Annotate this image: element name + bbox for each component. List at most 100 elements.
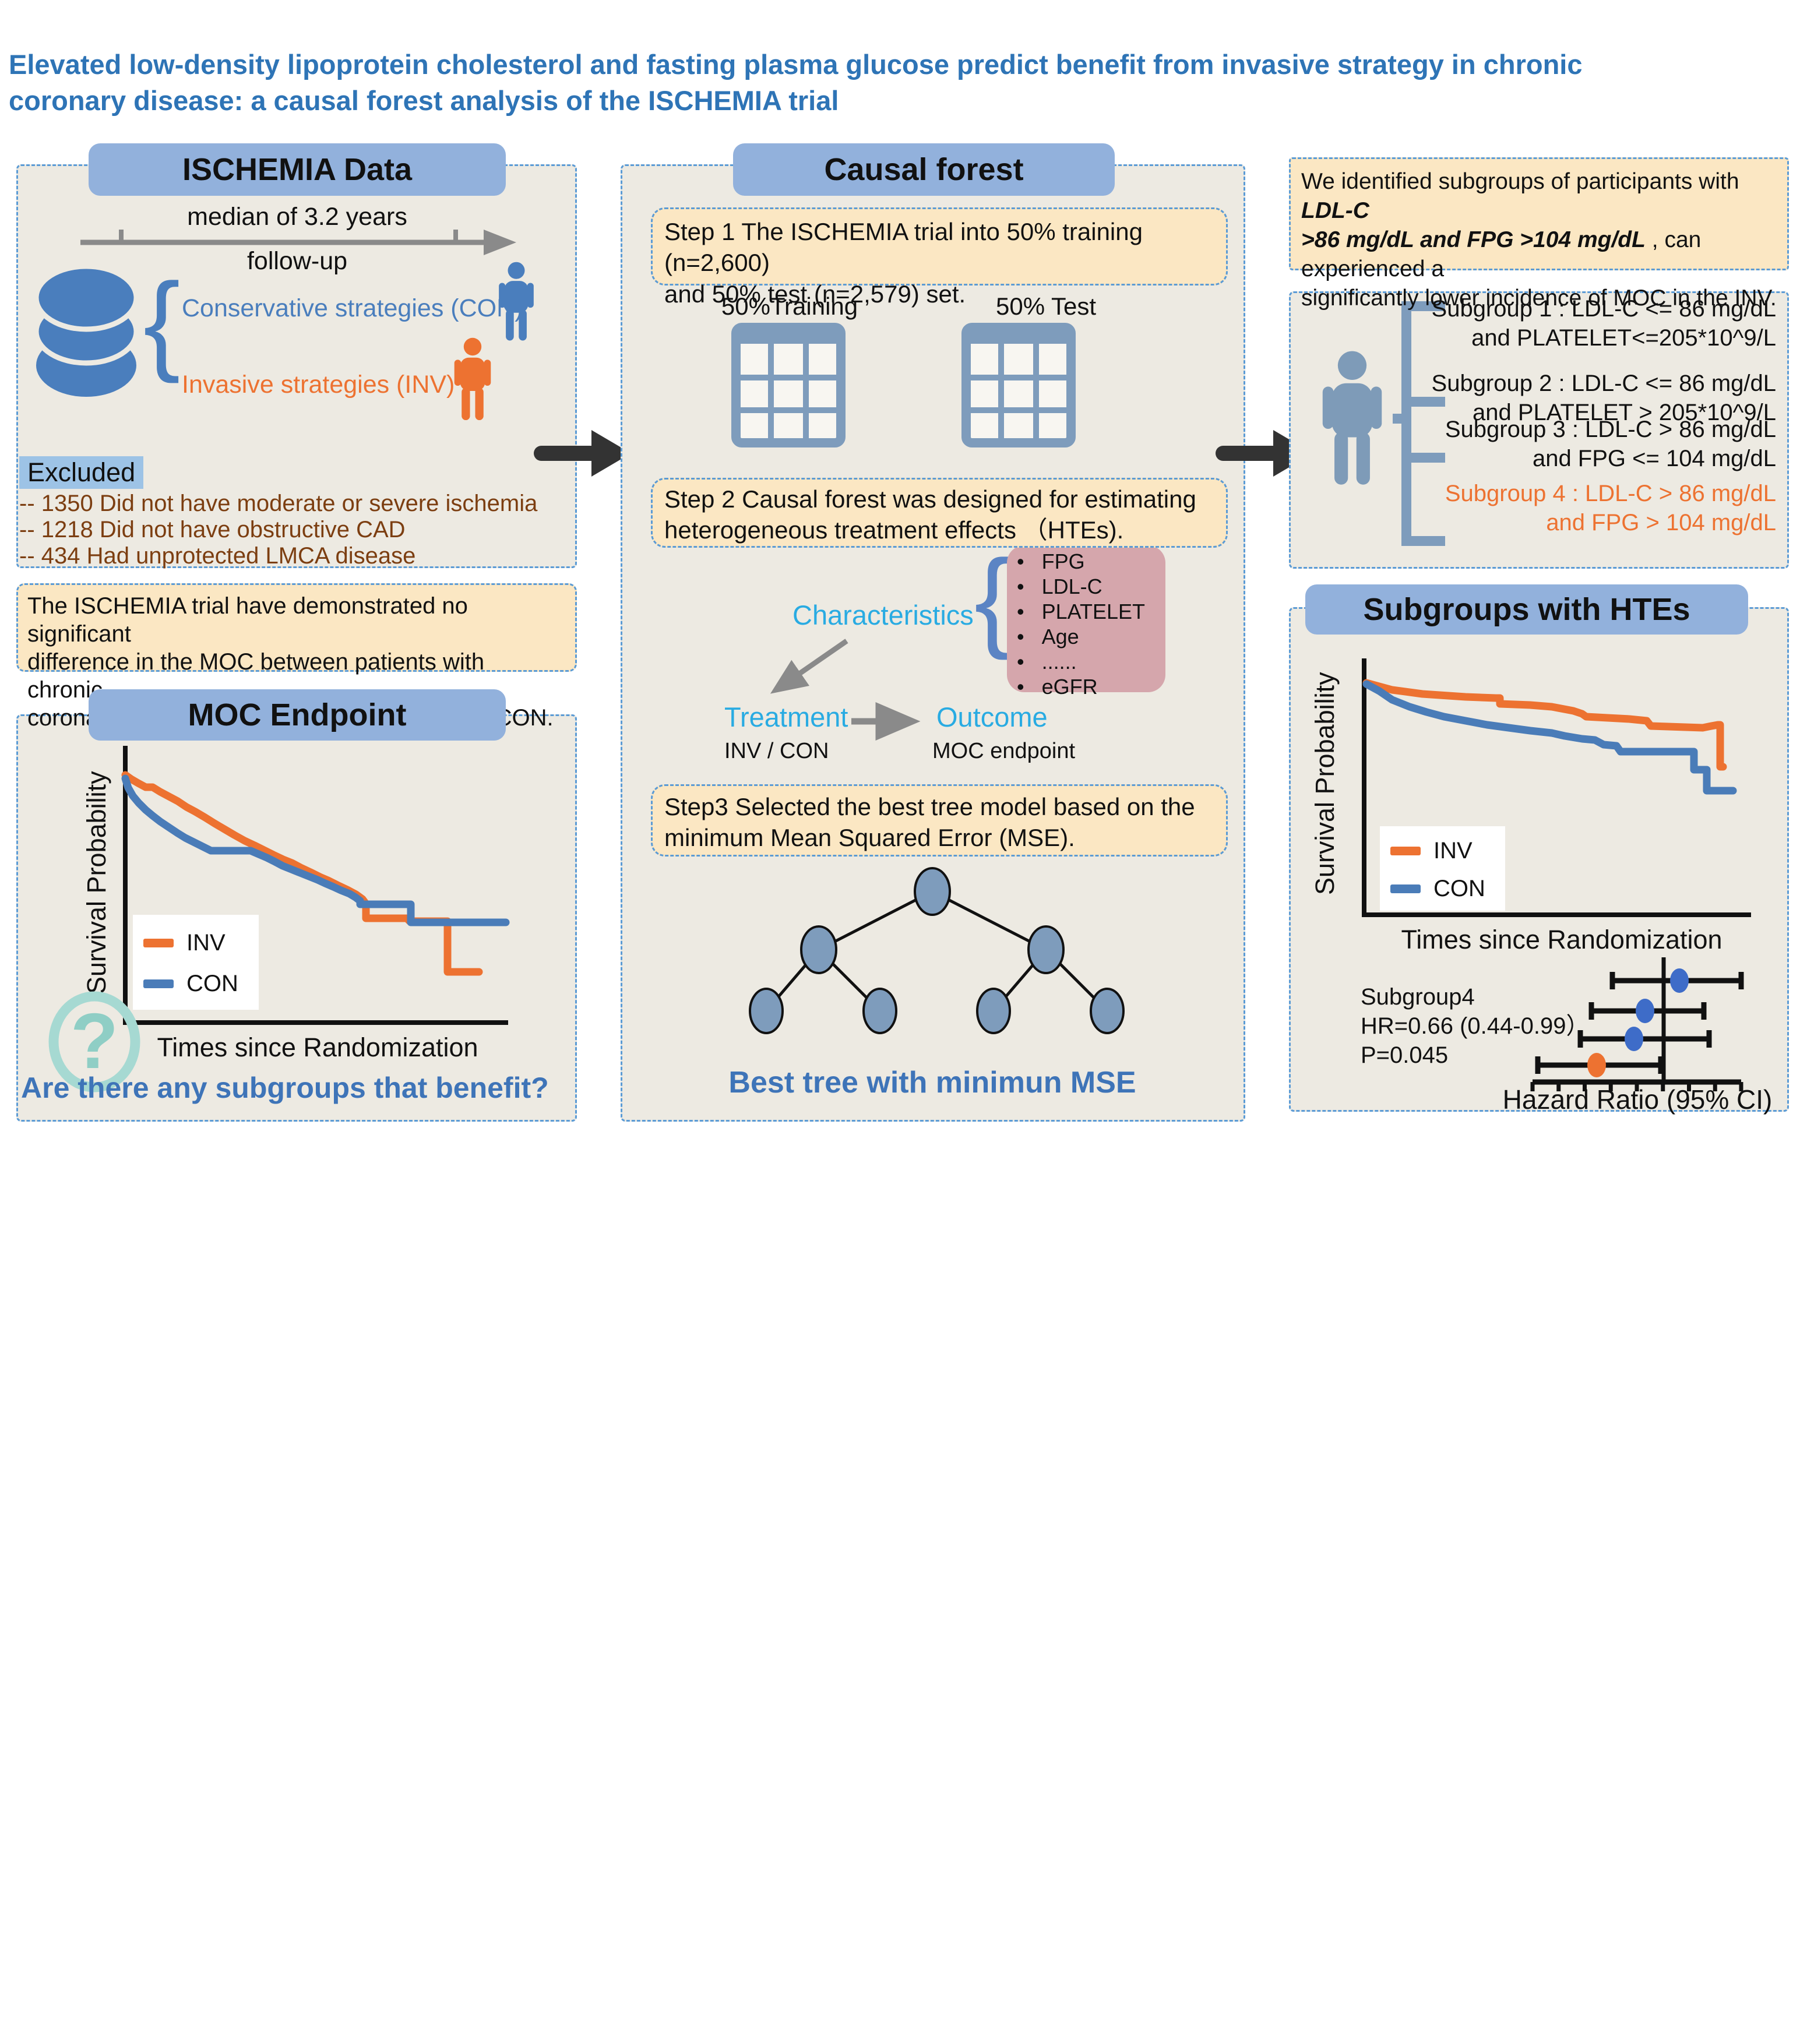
hte-xlabel: Times since Randomization <box>1401 925 1722 954</box>
finding-line2: >86 mg/dL and FPG >104 mg/dL , can exper… <box>1301 227 1702 281</box>
tree-leaf-node <box>1090 988 1125 1034</box>
forest-dot <box>1636 999 1654 1023</box>
con-legend-label: CON <box>186 971 238 996</box>
training-label: 50%Training <box>721 292 858 320</box>
moc-endpoint-header-label: MOC Endpoint <box>188 697 407 732</box>
moc-inv-curve <box>121 771 483 976</box>
moc-legend-inv: INV <box>143 930 226 956</box>
subgroups-bracket <box>1393 301 1445 546</box>
moc-endpoint-header: MOC Endpoint <box>89 689 506 741</box>
subgroups-hte-header-label: Subgroups with HTEs <box>1363 592 1690 627</box>
step1-line: Step 1 The ISCHEMIA trial into 50% train… <box>664 218 1143 277</box>
subgroups-person-icon <box>1322 351 1382 485</box>
treatment-outcome-arrow <box>851 702 921 741</box>
inv-strategy-label: Invasive strategies (INV) <box>182 371 455 399</box>
tree-node <box>800 925 837 974</box>
characteristic-item: • eGFR <box>1017 675 1098 699</box>
outcome-sub-label: MOC endpoint <box>932 739 1076 763</box>
moc-legend: INV CON <box>133 915 259 1010</box>
training-grid-icon <box>730 322 847 449</box>
characteristics-box <box>1007 545 1165 692</box>
forest-dot <box>1625 1027 1643 1051</box>
step2-line: Step 2 Causal forest was designed for es… <box>664 485 1196 513</box>
step2-line: heterogeneous treatment effects （HTEs). <box>664 516 1124 544</box>
forest-subgroup-label: Subgroup4 <box>1361 984 1475 1010</box>
page-title: Elevated low-density lipoprotein cholest… <box>9 47 1751 119</box>
strategies-brace: { <box>143 260 181 384</box>
hte-inv-curve <box>1362 679 1727 771</box>
finding-line3: significantly lower incidence of MOC in … <box>1301 285 1777 311</box>
moc-ylabel: Survival Probability <box>82 771 111 995</box>
causal-forest-header: Causal forest <box>733 143 1115 196</box>
flow-arrow-1 <box>534 430 631 477</box>
subgroup-item-4: Subgroup 4 : LDL-C > 86 mg/dL and FPG > … <box>1445 481 1776 535</box>
excluded-list: -- 1350 Did not have moderate or severe … <box>19 491 573 569</box>
excluded-item: -- 434 Had unprotected LMCA disease <box>19 543 416 569</box>
inv-person-icon <box>454 337 491 421</box>
page-title-line1: Elevated low-density lipoprotein cholest… <box>9 49 1583 80</box>
moc-endpoint-panel <box>16 714 577 1122</box>
con-person-icon <box>499 262 534 341</box>
con-legend-label: CON <box>1433 876 1485 901</box>
inv-legend-label: INV <box>1433 838 1473 864</box>
ischemia-summary-box: The ISCHEMIA trial have demonstrated no … <box>16 583 577 731</box>
characteristic-item: • ...... <box>1017 650 1077 674</box>
forest-plot <box>1530 957 1744 1091</box>
ischemia-data-header: ISCHEMIA Data <box>89 143 506 196</box>
causal-forest-header-label: Causal forest <box>824 152 1024 187</box>
timeline-label-bottom: follow-up <box>246 247 348 275</box>
excluded-item: -- 1218 Did not have obstructive CAD <box>19 517 406 542</box>
database-icon <box>33 263 139 397</box>
hte-ylabel: Survival Probability <box>1310 672 1340 896</box>
step2-box: Step 2 Causal forest was designed for es… <box>651 478 1228 548</box>
step1-line: and 50% test (n=2,579) set. <box>664 280 966 308</box>
hte-legend-inv: INV <box>1390 838 1473 864</box>
forest-p-value: P=0.045 <box>1361 1042 1449 1068</box>
moc-con-curve <box>121 774 510 926</box>
test-label: 50% Test <box>996 292 1096 320</box>
characteristic-item: • Age <box>1017 625 1079 649</box>
characteristics-arrow <box>770 639 848 694</box>
subgroups-list-panel <box>1289 291 1789 569</box>
timeline-label-top: median of 3.2 years <box>187 203 407 231</box>
excluded-label: Excluded <box>19 456 144 489</box>
hte-con-curve <box>1362 680 1737 795</box>
subgroup-item-1: Subgroup 1 : LDL-C <= 86 mg/dL and PLATE… <box>1431 296 1776 351</box>
summary-line: difference in the MOC between patients w… <box>27 649 485 703</box>
treatment-label: Treatment <box>724 702 848 732</box>
test-grid-icon <box>960 322 1077 449</box>
page-title-line2: coronary disease: a causal forest analys… <box>9 85 839 117</box>
tree-leaf-node <box>749 988 784 1034</box>
inv-legend-label: INV <box>186 930 226 956</box>
forest-dot <box>1587 1053 1606 1077</box>
tree-leaf-node <box>976 988 1011 1034</box>
forest-axis-label: Hazard Ratio (95% CI) <box>1502 1084 1773 1115</box>
tree-root-node <box>914 867 951 916</box>
step3-line: Step3 Selected the best tree model based… <box>664 793 1195 820</box>
outcome-label: Outcome <box>936 702 1048 732</box>
forest-annotation: Subgroup4 HR=0.66 (0.44-0.99） P=0.045 <box>1361 982 1687 1070</box>
moc-xlabel: Times since Randomization <box>157 1032 478 1062</box>
characteristics-items: • FPG • LDL-C • PLATELET • Age • ...... … <box>1017 549 1163 699</box>
decision-tree <box>749 867 1125 1034</box>
moc-legend-con: CON <box>143 971 238 997</box>
svg-text:?: ? <box>71 997 118 1085</box>
excluded-item: -- 1350 Did not have moderate or severe … <box>19 491 538 516</box>
best-tree-caption: Best tree with minimun MSE <box>728 1066 1136 1099</box>
characteristic-item: • LDL-C <box>1017 575 1102 598</box>
con-swatch <box>143 979 174 988</box>
step3-box: Step3 Selected the best tree model based… <box>651 784 1228 857</box>
finding-box: We identified subgroups of participants … <box>1289 157 1789 311</box>
inv-swatch <box>143 939 174 947</box>
step1-box: Step 1 The ISCHEMIA trial into 50% train… <box>651 207 1228 308</box>
step3-line: minimum Mean Squared Error (MSE). <box>664 823 1075 851</box>
forest-dot <box>1670 968 1689 993</box>
characteristics-brace: { <box>974 537 1012 661</box>
characteristics-label: Characteristics <box>792 600 974 630</box>
treatment-sub-label: INV / CON <box>724 739 829 763</box>
inv-swatch <box>1390 847 1421 855</box>
forest-hr-value: HR=0.66 (0.44-0.99） <box>1361 1013 1590 1039</box>
ischemia-data-header-label: ISCHEMIA Data <box>182 152 413 187</box>
characteristic-item: • FPG <box>1017 549 1085 573</box>
